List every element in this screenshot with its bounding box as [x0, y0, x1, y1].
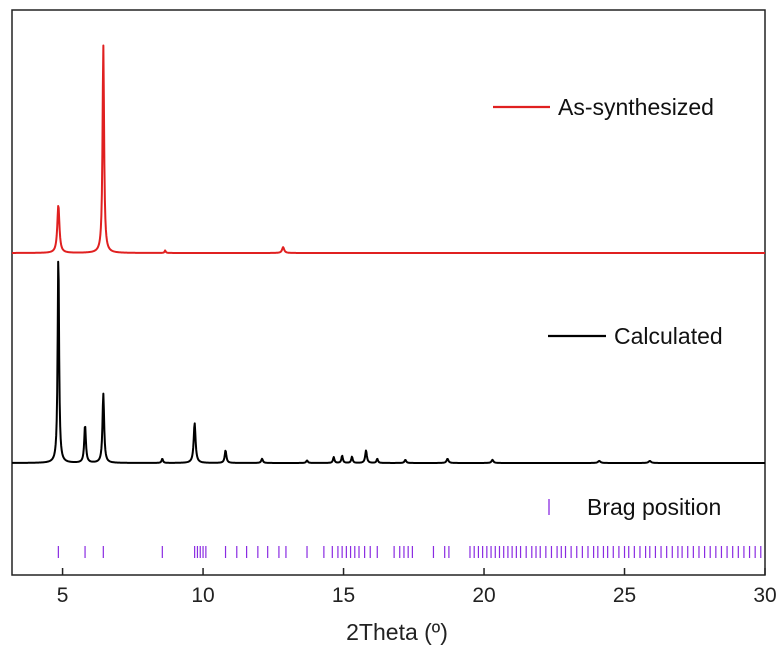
x-tick-label: 25	[613, 584, 636, 607]
series-line-as-synthesized	[11, 44, 766, 254]
x-axis-ticks: 5 10 15 20 25 30	[57, 568, 777, 607]
series-curves	[11, 44, 766, 464]
brag-position-ticks	[57, 546, 762, 558]
x-tick-label: 20	[472, 584, 495, 607]
legend-as-synthesized: As-synthesized	[493, 94, 714, 120]
series-line-calculated	[11, 260, 766, 464]
legend-label-calculated: Calculated	[614, 323, 723, 349]
x-tick-label: 5	[57, 584, 69, 607]
legend-label-brag-position: Brag position	[587, 494, 721, 520]
x-tick-label: 15	[332, 584, 355, 607]
plot-frame	[11, 9, 766, 576]
legend-calculated: Calculated	[548, 323, 723, 349]
x-tick-label: 10	[191, 584, 214, 607]
legend-label-as-synthesized: As-synthesized	[558, 94, 714, 120]
legend-brag-position: Brag position	[548, 494, 721, 520]
x-tick-label: 30	[753, 584, 776, 607]
x-axis-title: 2Theta (º)	[346, 619, 448, 645]
